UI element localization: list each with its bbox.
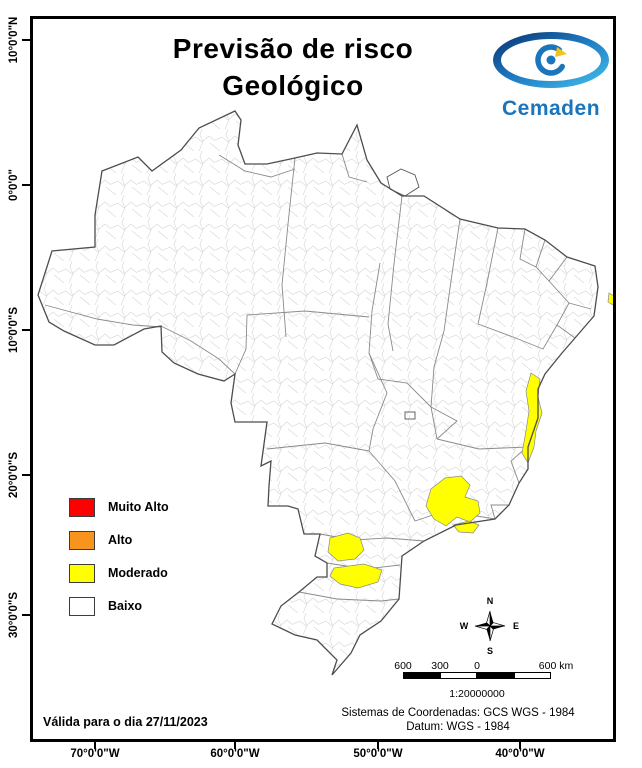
map-frame: Previsão de risco Geológico	[30, 16, 616, 742]
coordinate-system-note: Sistemas de Coordenadas: GCS WGS - 1984 …	[303, 706, 613, 735]
lat-tick	[22, 614, 30, 616]
lon-tick	[519, 742, 521, 749]
scale-ratio: 1:20000000	[449, 688, 505, 700]
scalebar-label-300: 300	[431, 660, 449, 672]
lon-label-70w: 70°0'0"W	[70, 748, 120, 760]
moderate-risk-region	[607, 292, 613, 306]
lat-tick	[22, 329, 30, 331]
scalebar-label-600-left: 600	[394, 660, 412, 672]
lat-label-10n: 10°0'0"N	[8, 16, 20, 64]
lon-label-60w: 60°0'0"W	[210, 748, 260, 760]
compass-w-label: W	[460, 621, 469, 631]
cemaden-wordmark: Cemaden	[501, 97, 601, 120]
scalebar-label-600-km: 600 km	[538, 660, 574, 672]
legend-label-moderado: Moderado	[108, 566, 168, 580]
cemaden-logo: Cemaden	[489, 29, 613, 121]
moderate-risk-region	[329, 563, 383, 589]
lat-label-30s: 30°0'0"S	[8, 591, 20, 639]
scale-bar	[403, 672, 551, 679]
lat-label-20s: 20°0'0"S	[8, 451, 20, 499]
compass-s-label: S	[487, 646, 493, 656]
scalebar-block	[440, 672, 477, 679]
scalebar-block	[514, 672, 551, 679]
legend-label-alto: Alto	[108, 533, 133, 547]
state-boundaries	[44, 153, 592, 602]
legend-item-alto: Alto	[69, 530, 132, 550]
map-title-line1: Previsão de risco	[172, 33, 414, 64]
scalebar-block	[403, 672, 440, 679]
lat-tick	[22, 184, 30, 186]
country-area	[38, 111, 598, 675]
coordinate-system-line2: Datum: WGS - 1984	[406, 721, 510, 734]
lon-tick	[94, 742, 96, 749]
validity-date: Válida para o dia 27/11/2023	[43, 715, 208, 729]
moderate-risk-region	[327, 532, 365, 562]
legend-item-baixo: Baixo	[69, 596, 142, 616]
cemaden-eye-icon	[493, 32, 609, 88]
legend-swatch-muito-alto	[69, 497, 95, 517]
map-title: Previsão de risco Geológico	[133, 31, 453, 105]
df-rectangle	[404, 411, 416, 420]
coordinate-system-line1: Sistemas de Coordenadas: GCS WGS - 1984	[341, 707, 575, 719]
lon-tick	[377, 742, 379, 749]
legend-swatch-baixo	[69, 596, 95, 616]
compass-n-label: N	[487, 596, 494, 606]
lat-label-10s: 10°0'0"S	[8, 306, 20, 354]
lat-label-0: 0°0'0"	[8, 169, 20, 201]
lat-tick	[22, 39, 30, 41]
map-title-line2: Geológico	[222, 69, 364, 101]
lon-label-40w: 40°0'0"W	[495, 748, 545, 760]
scalebar-block	[477, 672, 514, 679]
brazil-map	[37, 110, 613, 676]
compass-e-label: E	[513, 621, 519, 631]
compass-rose: N S E W	[460, 596, 519, 656]
lat-tick	[22, 474, 30, 476]
country-outline	[37, 110, 599, 676]
legend-label-baixo: Baixo	[108, 599, 143, 613]
legend-swatch-moderado	[69, 563, 95, 583]
moderate-risk-regions	[327, 292, 613, 589]
lon-tick	[234, 742, 236, 749]
scalebar-label-0: 0	[474, 660, 480, 672]
legend-item-muito-alto: Muito Alto	[69, 497, 169, 517]
legend-swatch-alto	[69, 530, 95, 550]
moderate-risk-region	[425, 475, 481, 527]
lon-label-50w: 50°0'0"W	[353, 748, 403, 760]
legend-item-moderado: Moderado	[69, 563, 168, 583]
legend-label-muito-alto: Muito Alto	[108, 500, 169, 514]
